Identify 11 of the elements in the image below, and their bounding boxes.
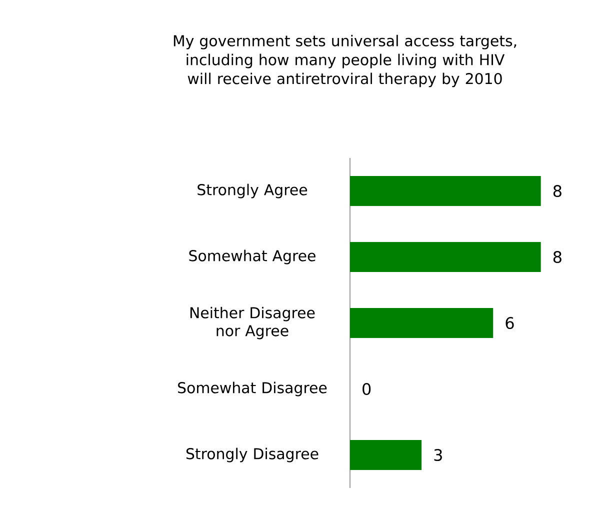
data-label: 0 bbox=[362, 382, 371, 396]
chart-title: My government sets universal access targets, including how many people living with HIV will receive antiretroviral therapy by 2010 bbox=[174, 34, 516, 88]
data-label: 6 bbox=[506, 316, 514, 330]
y-tick-label: Neither Disagree nor Agree bbox=[190, 306, 315, 340]
y-tick-label: Strongly Agree bbox=[198, 184, 308, 198]
y-tick-label: Somewhat Agree bbox=[189, 250, 316, 264]
data-label: 8 bbox=[553, 184, 562, 198]
y-tick-label: Strongly Disagree bbox=[186, 448, 318, 462]
y-tick-label: Somewhat Disagree bbox=[178, 382, 327, 396]
data-label: 3 bbox=[434, 448, 442, 462]
data-label: 8 bbox=[553, 250, 562, 264]
